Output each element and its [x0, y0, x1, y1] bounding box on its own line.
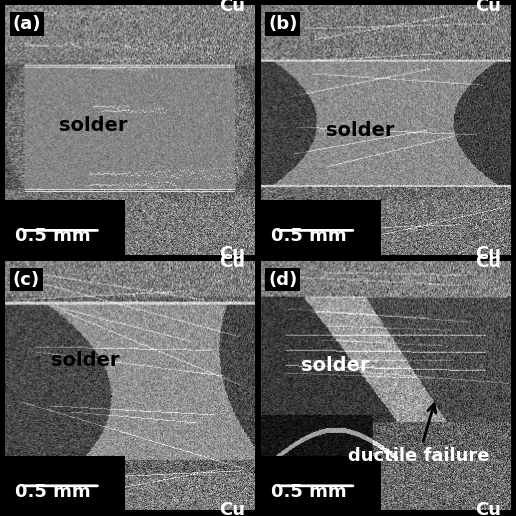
- Text: (d): (d): [268, 270, 297, 288]
- Text: (b): (b): [268, 15, 297, 33]
- FancyBboxPatch shape: [5, 456, 125, 511]
- Text: solder: solder: [58, 116, 127, 135]
- Text: solder: solder: [327, 121, 395, 140]
- FancyBboxPatch shape: [261, 200, 381, 255]
- Text: ductile failure: ductile failure: [348, 404, 490, 465]
- Text: Cu: Cu: [475, 0, 501, 15]
- Text: 0.5 mm: 0.5 mm: [270, 228, 346, 246]
- FancyBboxPatch shape: [5, 200, 125, 255]
- Text: (a): (a): [13, 15, 41, 33]
- Text: solder: solder: [51, 351, 120, 370]
- Text: (c): (c): [13, 270, 40, 288]
- Text: Cu: Cu: [475, 246, 501, 263]
- Text: Cu: Cu: [475, 253, 501, 270]
- Text: 0.5 mm: 0.5 mm: [15, 483, 91, 501]
- Text: 0.5 mm: 0.5 mm: [15, 228, 91, 246]
- Text: Cu: Cu: [219, 253, 246, 270]
- Text: Cu: Cu: [219, 0, 246, 15]
- Text: Cu: Cu: [475, 501, 501, 516]
- Text: Cu: Cu: [219, 246, 246, 263]
- Text: 0.5 mm: 0.5 mm: [270, 483, 346, 501]
- Text: solder: solder: [301, 356, 370, 375]
- Text: Cu: Cu: [219, 501, 246, 516]
- FancyBboxPatch shape: [261, 456, 381, 511]
